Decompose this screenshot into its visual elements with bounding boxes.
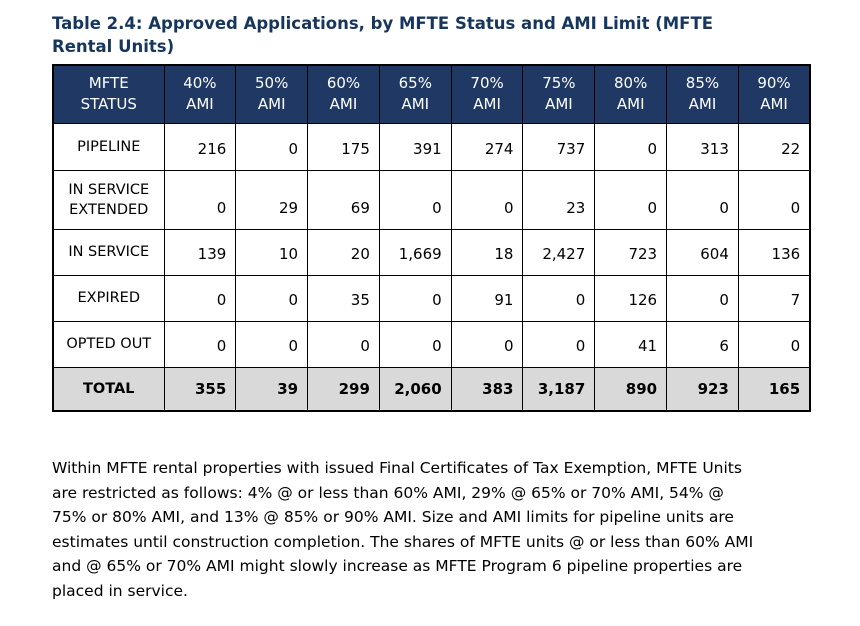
cell-opted-75: 0 [522,320,596,368]
cell-extended-75: 23 [522,169,596,230]
header-cell-60-ami: 60% AMI [307,64,380,124]
cell-opted-80: 41 [594,320,668,368]
cell-total-90: 165 [737,366,811,412]
cell-inservice-50: 10 [235,228,309,276]
cell-total-80: 890 [594,366,668,412]
cell-inservice-60: 20 [307,228,380,276]
cell-extended-60: 69 [307,169,380,230]
header-cell-65-ami: 65% AMI [378,64,452,124]
cell-pipeline-50: 0 [235,122,309,171]
header-cell-85-ami: 85% AMI [666,64,739,124]
cell-total-50: 39 [235,366,309,412]
table-row-in-service: IN SERVICE 139 10 20 1,669 18 2,427 723 … [52,228,811,276]
cell-pipeline-70: 274 [450,122,524,171]
header-cell-75-ami: 75% AMI [522,64,596,124]
cell-inservice-85: 604 [666,228,739,276]
cell-extended-40: 0 [163,169,237,230]
header-cell-mfte-status: MFTE STATUS [52,64,165,124]
cell-pipeline-65: 391 [378,122,452,171]
cell-opted-70: 0 [450,320,524,368]
mfte-status-ami-table: MFTE STATUS 40% AMI 50% AMI 60% AMI 65% … [52,64,812,412]
table-row-opted-out: OPTED OUT 0 0 0 0 0 0 41 6 0 [52,320,811,368]
cell-expired-70: 91 [450,274,524,322]
cell-total-75: 3,187 [522,366,596,412]
cell-inservice-40: 139 [163,228,237,276]
cell-expired-65: 0 [378,274,452,322]
cell-inservice-75: 2,427 [522,228,596,276]
cell-total-70: 383 [450,366,524,412]
cell-pipeline-75: 737 [522,122,596,171]
document-page: Table 2.4: Approved Applications, by MFT… [52,14,812,600]
table-row-pipeline: PIPELINE 216 0 175 391 274 737 0 313 22 [52,122,811,171]
header-cell-40-ami: 40% AMI [163,64,237,124]
row-label-pipeline: PIPELINE [52,122,165,171]
cell-pipeline-60: 175 [307,122,380,171]
cell-inservice-70: 18 [450,228,524,276]
cell-inservice-65: 1,669 [378,228,452,276]
header-cell-50-ami: 50% AMI [235,64,309,124]
cell-expired-85: 0 [666,274,739,322]
header-cell-90-ami: 90% AMI [737,64,811,124]
cell-opted-90: 0 [737,320,811,368]
header-row: MFTE STATUS 40% AMI 50% AMI 60% AMI 65% … [52,64,811,124]
cell-extended-65: 0 [378,169,452,230]
cell-expired-40: 0 [163,274,237,322]
table-row-total: TOTAL 355 39 299 2,060 383 3,187 890 923… [52,366,811,412]
cell-expired-80: 126 [594,274,668,322]
note-paragraph: Within MFTE rental properties with issue… [52,459,754,600]
cell-opted-65: 0 [378,320,452,368]
cell-inservice-90: 136 [737,228,811,276]
cell-extended-80: 0 [594,169,668,230]
row-label-opted-out: OPTED OUT [52,320,165,368]
cell-expired-90: 7 [737,274,811,322]
cell-total-40: 355 [163,366,237,412]
cell-extended-70: 0 [450,169,524,230]
cell-pipeline-85: 313 [666,122,739,171]
cell-expired-50: 0 [235,274,309,322]
header-cell-70-ami: 70% AMI [450,64,524,124]
cell-opted-60: 0 [307,320,380,368]
header-cell-80-ami: 80% AMI [594,64,668,124]
cell-opted-40: 0 [163,320,237,368]
cell-expired-75: 0 [522,274,596,322]
table-row-in-service-extended: IN SERVICE EXTENDED 0 29 69 0 0 23 0 0 0 [52,169,811,230]
cell-extended-50: 29 [235,169,309,230]
cell-pipeline-90: 22 [737,122,811,171]
cell-pipeline-80: 0 [594,122,668,171]
table-title: Table 2.4: Approved Applications, by MFT… [52,14,713,56]
cell-total-85: 923 [666,366,739,412]
cell-extended-90: 0 [737,169,811,230]
row-label-expired: EXPIRED [52,274,165,322]
row-label-in-service-extended: IN SERVICE EXTENDED [52,169,165,230]
cell-opted-50: 0 [235,320,309,368]
row-label-in-service: IN SERVICE [52,228,165,276]
table-row-expired: EXPIRED 0 0 35 0 91 0 126 0 7 [52,274,811,322]
cell-total-60: 299 [307,366,380,412]
cell-extended-85: 0 [666,169,739,230]
cell-expired-60: 35 [307,274,380,322]
cell-inservice-80: 723 [594,228,668,276]
cell-total-65: 2,060 [378,366,452,412]
cell-opted-85: 6 [666,320,739,368]
cell-pipeline-40: 216 [163,122,237,171]
row-label-total: TOTAL [52,366,165,412]
